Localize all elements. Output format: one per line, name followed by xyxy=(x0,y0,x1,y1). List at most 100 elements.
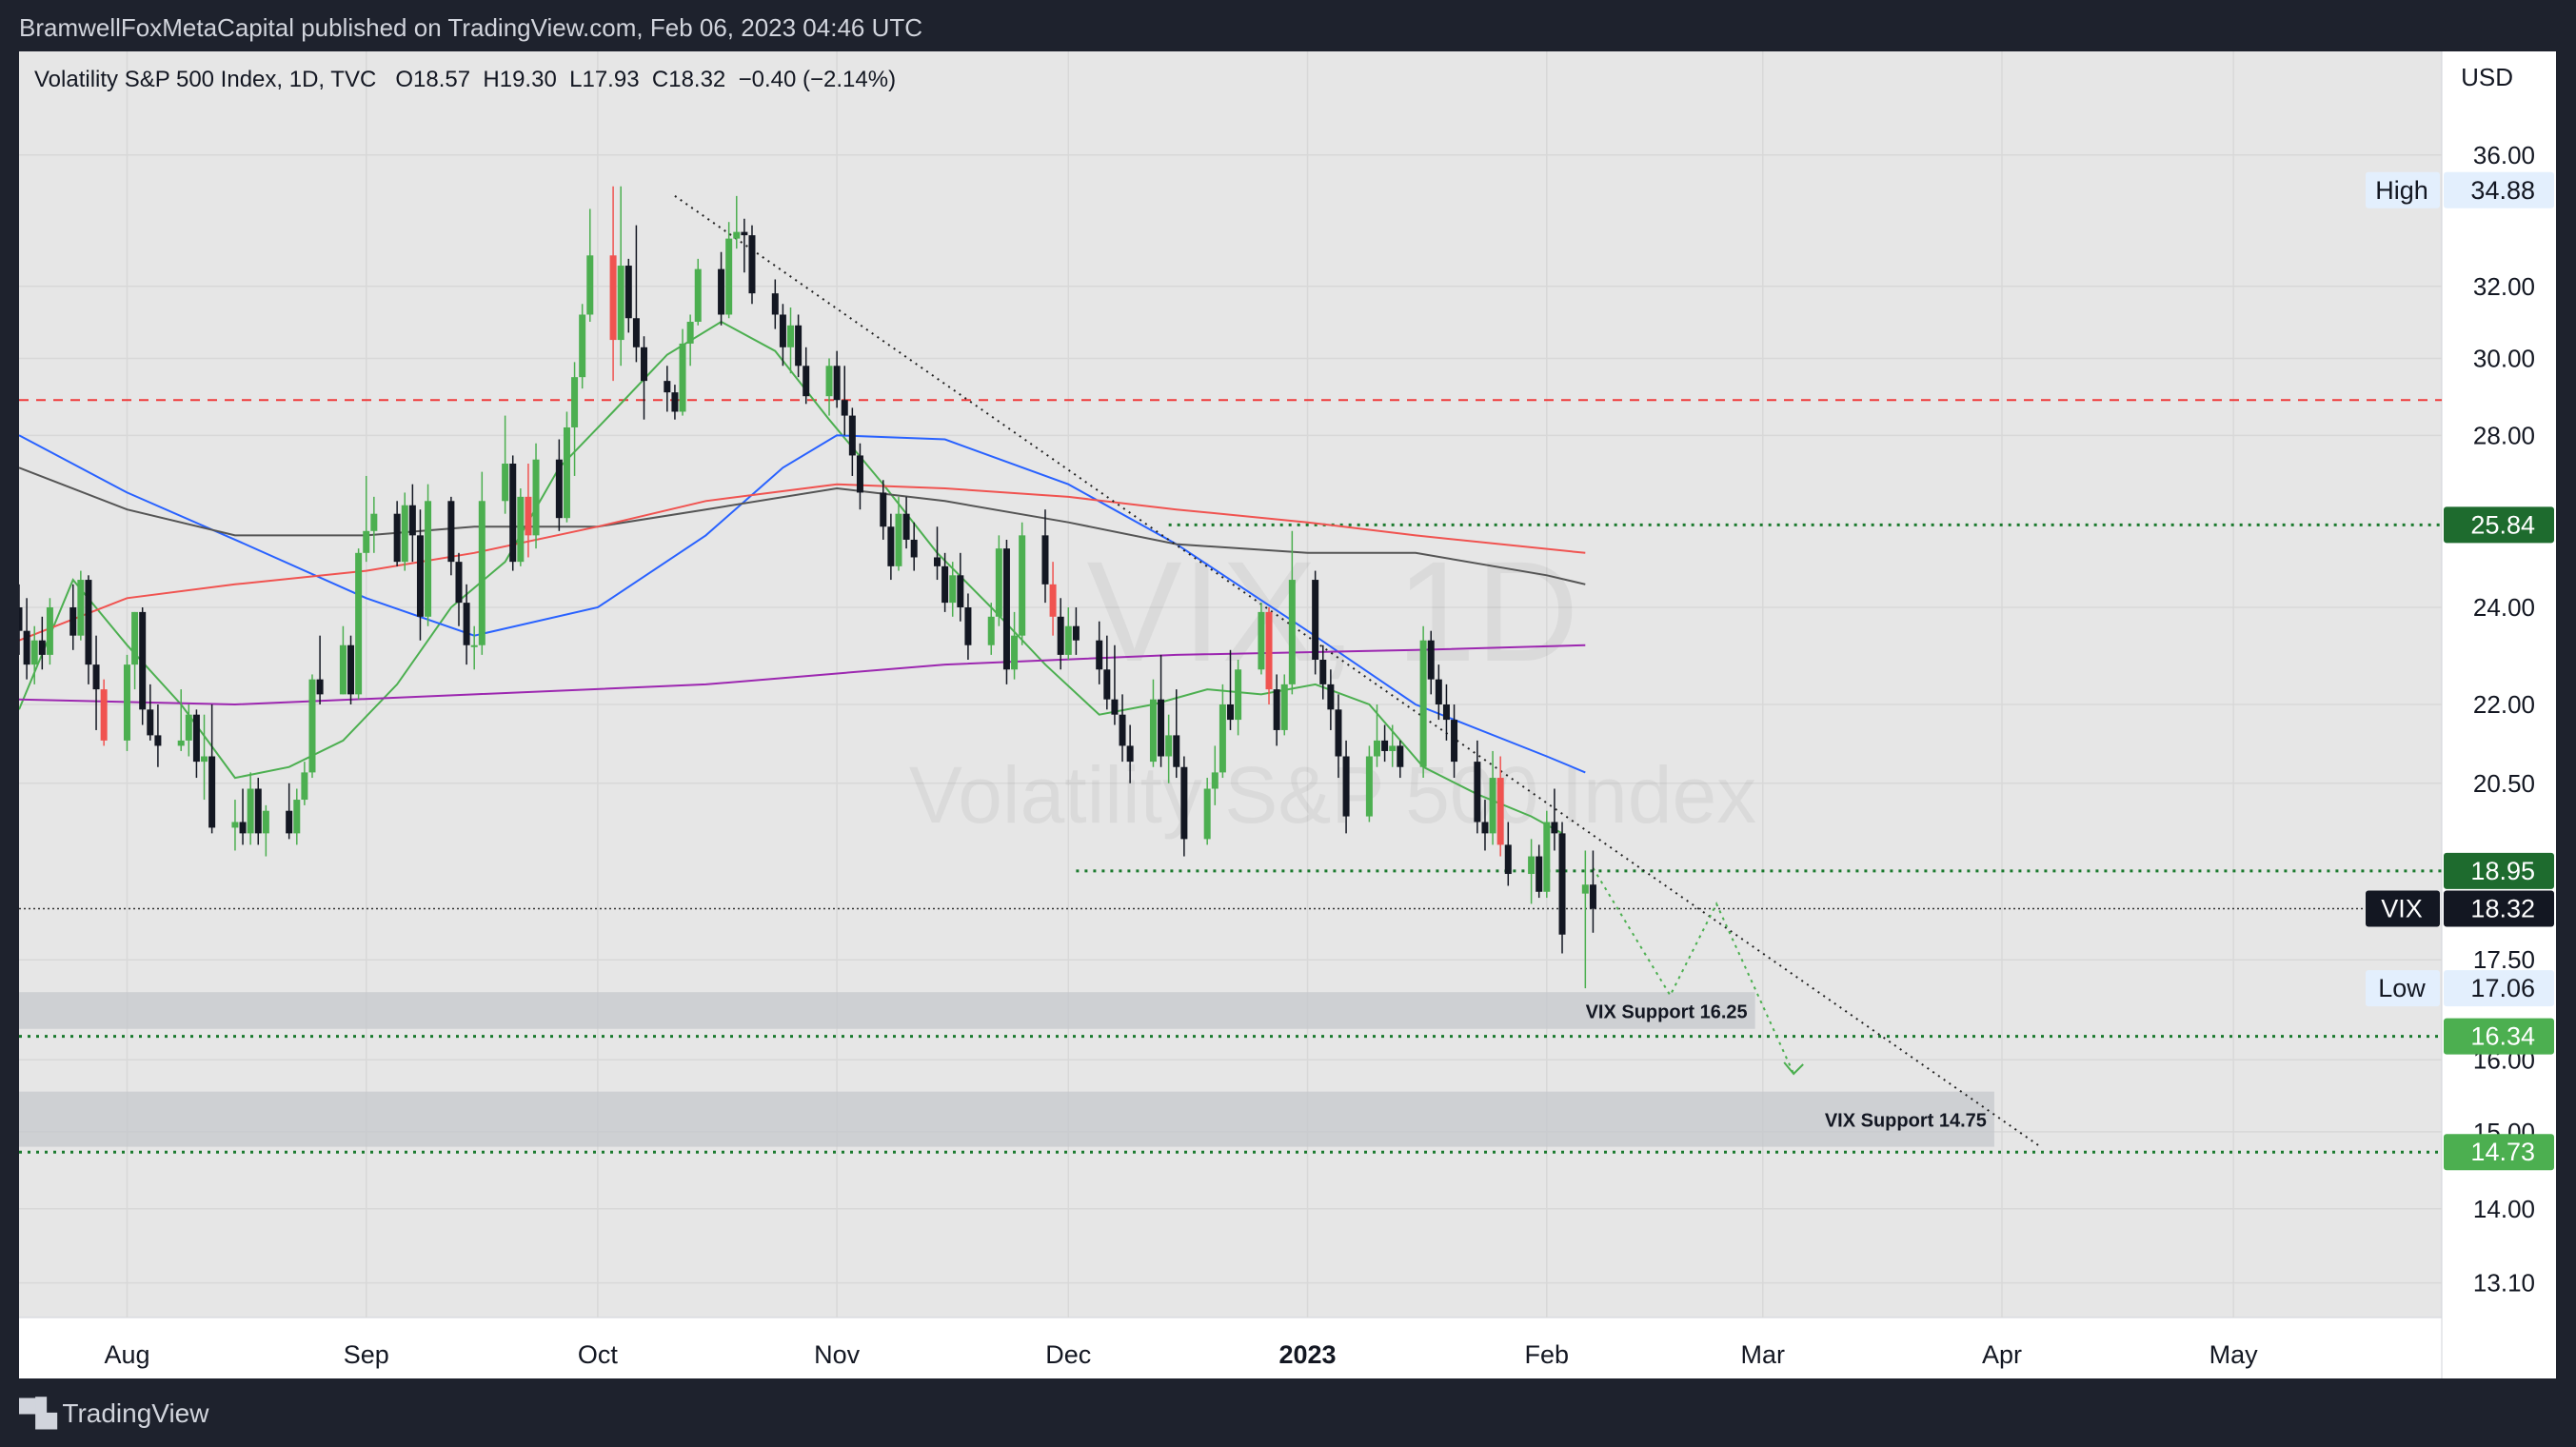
candle xyxy=(564,411,570,522)
x-tick-label: Dec xyxy=(1045,1340,1091,1369)
candle-body xyxy=(417,535,424,616)
candle-body xyxy=(308,680,315,773)
candle-body xyxy=(1173,735,1179,766)
candle-body xyxy=(1103,669,1110,699)
candle-body xyxy=(1127,745,1134,762)
candle-body xyxy=(479,501,485,644)
candle-body xyxy=(1041,535,1048,584)
vix-chart[interactable]: VIX, 1D Volatility S&P 500 Index VIX Suppo… xyxy=(19,51,2556,1378)
legend-title: Volatility S&P 500 Index, 1D, TVC xyxy=(34,67,376,92)
candle-body xyxy=(1319,660,1326,684)
candle-body xyxy=(47,607,53,655)
candle-body xyxy=(1497,778,1504,844)
candle xyxy=(1258,603,1264,674)
candle xyxy=(355,548,362,700)
candle-body xyxy=(787,326,794,347)
candle xyxy=(509,455,516,570)
candle-body xyxy=(533,460,540,536)
candle xyxy=(77,571,84,641)
legend-change: −0.40 (−2.14%) xyxy=(739,67,896,92)
legend-low: L17.93 xyxy=(569,67,639,92)
candle-body xyxy=(1281,684,1288,730)
candle-body xyxy=(1204,788,1211,839)
price-tag-value: 14.73 xyxy=(2470,1138,2535,1166)
candle-body xyxy=(19,607,23,631)
price-tag: 34.88 High xyxy=(2366,172,2554,208)
candle-body xyxy=(941,566,948,603)
candle-body xyxy=(803,366,809,396)
price-tag-value: 25.84 xyxy=(2470,510,2535,539)
candle-body xyxy=(964,607,971,645)
y-tick-label: 24.00 xyxy=(2473,593,2535,622)
candle-body xyxy=(556,460,563,518)
candle-body xyxy=(1436,680,1442,704)
candle-body xyxy=(139,612,146,709)
candle-body xyxy=(509,464,516,562)
candle-body xyxy=(101,689,108,741)
x-tick-label: Aug xyxy=(104,1340,149,1369)
tradingview-brand[interactable]: ▀▙ TradingView xyxy=(19,1397,208,1429)
candle-body xyxy=(1003,548,1010,669)
bottom-bar xyxy=(0,1378,2576,1447)
candle-body xyxy=(610,255,617,340)
candle-body xyxy=(718,269,724,315)
candle-body xyxy=(370,514,377,531)
candle-body xyxy=(1505,844,1512,874)
candle-body xyxy=(1490,778,1496,833)
candle-body xyxy=(208,757,215,828)
candle-body xyxy=(725,239,732,315)
candle-body xyxy=(687,322,694,344)
candle-body xyxy=(934,557,941,565)
candle-body xyxy=(464,603,470,645)
candle-body xyxy=(193,715,200,762)
price-tag: 17.06 Low xyxy=(2366,970,2554,1006)
candle-body xyxy=(1327,684,1334,709)
candle-body xyxy=(1111,700,1118,715)
candle-body xyxy=(85,580,91,664)
candle-body xyxy=(834,366,841,400)
candle-body xyxy=(1474,762,1480,822)
candle-body xyxy=(409,505,416,536)
price-tag: 18.32VIX xyxy=(2366,891,2554,927)
price-tag-value: 18.32 xyxy=(2470,895,2535,923)
candle-body xyxy=(564,427,570,518)
x-tick-label: Nov xyxy=(814,1340,861,1369)
y-tick-label: 20.50 xyxy=(2473,769,2535,798)
candle-body xyxy=(1011,636,1018,670)
candle-body xyxy=(402,505,408,562)
candle-body xyxy=(31,641,38,664)
candle-body xyxy=(1420,641,1427,767)
candle-body xyxy=(39,641,46,655)
support-zone xyxy=(19,992,1755,1029)
candle-body xyxy=(1158,700,1164,757)
price-tag: 25.84 xyxy=(2444,506,2554,543)
candle-body xyxy=(1582,884,1589,893)
candle-body xyxy=(1590,884,1596,908)
x-tick-label: Oct xyxy=(578,1340,619,1369)
candle-body xyxy=(1374,741,1380,757)
candle xyxy=(1559,822,1566,953)
candle-body xyxy=(949,575,956,603)
price-tag: 16.34 xyxy=(2444,1019,2554,1055)
candle-body xyxy=(586,255,593,314)
candle-body xyxy=(240,822,247,833)
price-tag-value: 18.95 xyxy=(2470,857,2535,885)
candle-body xyxy=(186,715,192,741)
x-tick-label: Mar xyxy=(1741,1340,1786,1369)
candle xyxy=(1019,523,1025,645)
candle-body xyxy=(618,266,624,340)
candle xyxy=(1366,745,1373,822)
candle-body xyxy=(772,293,779,314)
support-zone-label: VIX Support 14.75 xyxy=(1825,1111,1987,1132)
candle-body xyxy=(1058,617,1064,655)
candle-body xyxy=(178,741,185,746)
price-tag: 18.95 xyxy=(2444,853,2554,889)
candle-body xyxy=(24,631,30,664)
candle xyxy=(47,598,53,664)
candle-body xyxy=(1551,822,1557,833)
candle-body xyxy=(1451,720,1457,762)
legend-high: H19.30 xyxy=(483,67,556,92)
y-tick-label: 13.10 xyxy=(2473,1269,2535,1298)
candle-body xyxy=(363,531,369,553)
candle-body xyxy=(741,232,747,235)
